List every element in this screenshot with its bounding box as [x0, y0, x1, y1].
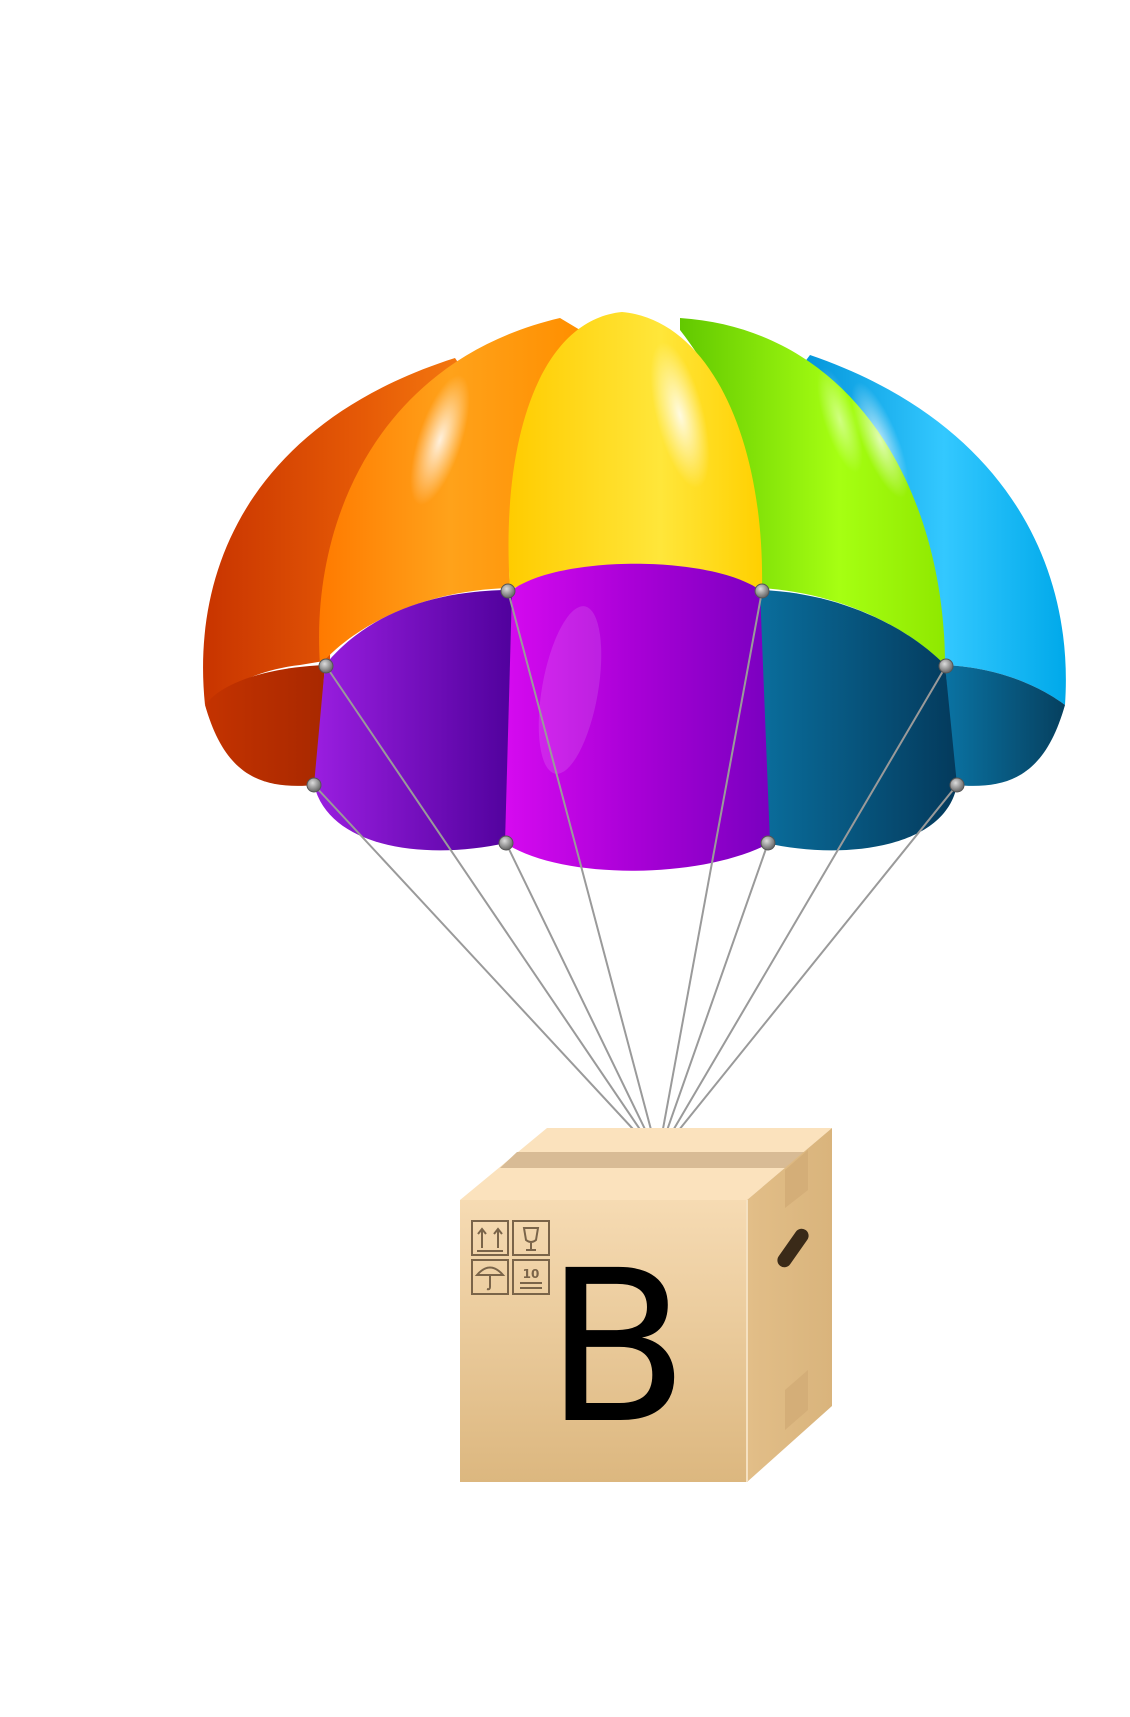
- canopy-skirt-teal: [755, 590, 957, 851]
- rivet: [938, 658, 954, 674]
- suspension-lines: [313, 590, 958, 1157]
- canopy-skirt-purple: [314, 590, 520, 851]
- box-letter: B: [545, 1225, 689, 1470]
- box-side: [747, 1128, 832, 1482]
- stack-limit-icon: [512, 1259, 550, 1295]
- canopy-shine: [538, 606, 602, 774]
- suspension-line: [505, 842, 659, 1157]
- rivet: [318, 658, 334, 674]
- canopy-panel-orange: [319, 318, 580, 665]
- rivet: [500, 583, 516, 599]
- suspension-line: [657, 842, 769, 1157]
- rivet: [754, 583, 770, 599]
- suspension-line: [657, 665, 947, 1157]
- suspension-line: [325, 665, 659, 1157]
- canopy-panel-yellow: [508, 312, 763, 590]
- suspension-line: [507, 590, 659, 1157]
- parachute-canopy: [203, 312, 1066, 871]
- rivet: [306, 777, 322, 793]
- box-side-tape: [785, 1370, 808, 1430]
- canopy-shine: [650, 341, 710, 489]
- canopy-shine: [410, 374, 470, 506]
- box-tape: [500, 1152, 805, 1168]
- canopy-underside-left: [205, 665, 325, 786]
- fragile-glass-icon: [512, 1220, 550, 1256]
- box-handle-hole: [777, 1228, 809, 1268]
- stack-limit-number: 10: [523, 1267, 540, 1281]
- cargo-box: 10 B: [460, 1128, 832, 1482]
- canopy-panel-green: [680, 318, 945, 665]
- suspension-line: [657, 784, 958, 1157]
- suspension-line: [657, 590, 763, 1157]
- keep-dry-umbrella-icon: [471, 1259, 509, 1295]
- box-side-tape: [785, 1150, 808, 1208]
- handling-marks: [471, 1220, 550, 1295]
- canopy-shine: [851, 382, 909, 498]
- canopy-skirt-magenta: [505, 563, 770, 871]
- rivet: [760, 835, 776, 851]
- rivet: [498, 835, 514, 851]
- suspension-line: [313, 784, 659, 1157]
- canopy-shine: [817, 367, 863, 473]
- canopy-underside-right: [945, 665, 1065, 786]
- this-way-up-icon: [471, 1220, 509, 1256]
- rivets: [306, 583, 965, 851]
- rivet: [949, 777, 965, 793]
